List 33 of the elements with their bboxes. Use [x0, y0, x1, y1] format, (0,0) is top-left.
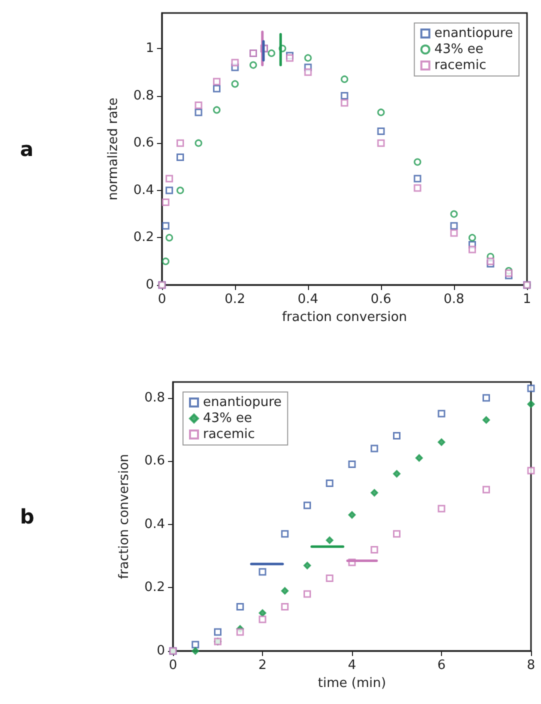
- x-tick-label: 0.6: [370, 292, 392, 307]
- y-tick-label: 0.4: [144, 516, 165, 532]
- y-tick-label: 0: [156, 644, 165, 658]
- y-tick-label: 1: [146, 40, 154, 56]
- x-tick-label: 0.8: [444, 292, 464, 307]
- y-tick-label: 0: [146, 278, 154, 292]
- y-tick-label: 0.6: [144, 454, 165, 469]
- x-tick-label: 0: [168, 658, 178, 673]
- x-tick-label: 0.4: [298, 292, 318, 307]
- y-tick-label: 0.8: [144, 390, 165, 406]
- legend-label: 43% ee: [203, 411, 252, 426]
- y-tick-label: 0.2: [133, 230, 154, 246]
- legend-label: racemic: [434, 58, 486, 73]
- y-axis-title: normalized rate: [106, 98, 121, 200]
- y-tick-label: 0.8: [133, 88, 154, 104]
- x-tick-label: 0.2: [224, 292, 246, 307]
- legend-label: racemic: [203, 427, 255, 442]
- x-axis-title: fraction conversion: [282, 310, 408, 325]
- x-tick-label: 8: [526, 658, 536, 673]
- text: a: [20, 137, 34, 161]
- legend-label: enantiopure: [434, 26, 513, 41]
- x-tick-label: 4: [348, 658, 356, 673]
- y-tick-label: 0.2: [144, 580, 165, 596]
- x-tick-label: 6: [437, 658, 446, 673]
- x-axis-title: time (min): [318, 676, 386, 691]
- y-axis-title: fraction conversion: [117, 454, 132, 580]
- y-tick-label: 0.6: [133, 136, 154, 151]
- y-tick-label: 0.4: [133, 182, 154, 198]
- text: b: [20, 504, 34, 528]
- legend-label: 43% ee: [434, 42, 484, 57]
- x-tick-label: 1: [522, 292, 532, 307]
- x-tick-label: 2: [258, 658, 267, 673]
- legend-label: enantiopure: [203, 395, 282, 410]
